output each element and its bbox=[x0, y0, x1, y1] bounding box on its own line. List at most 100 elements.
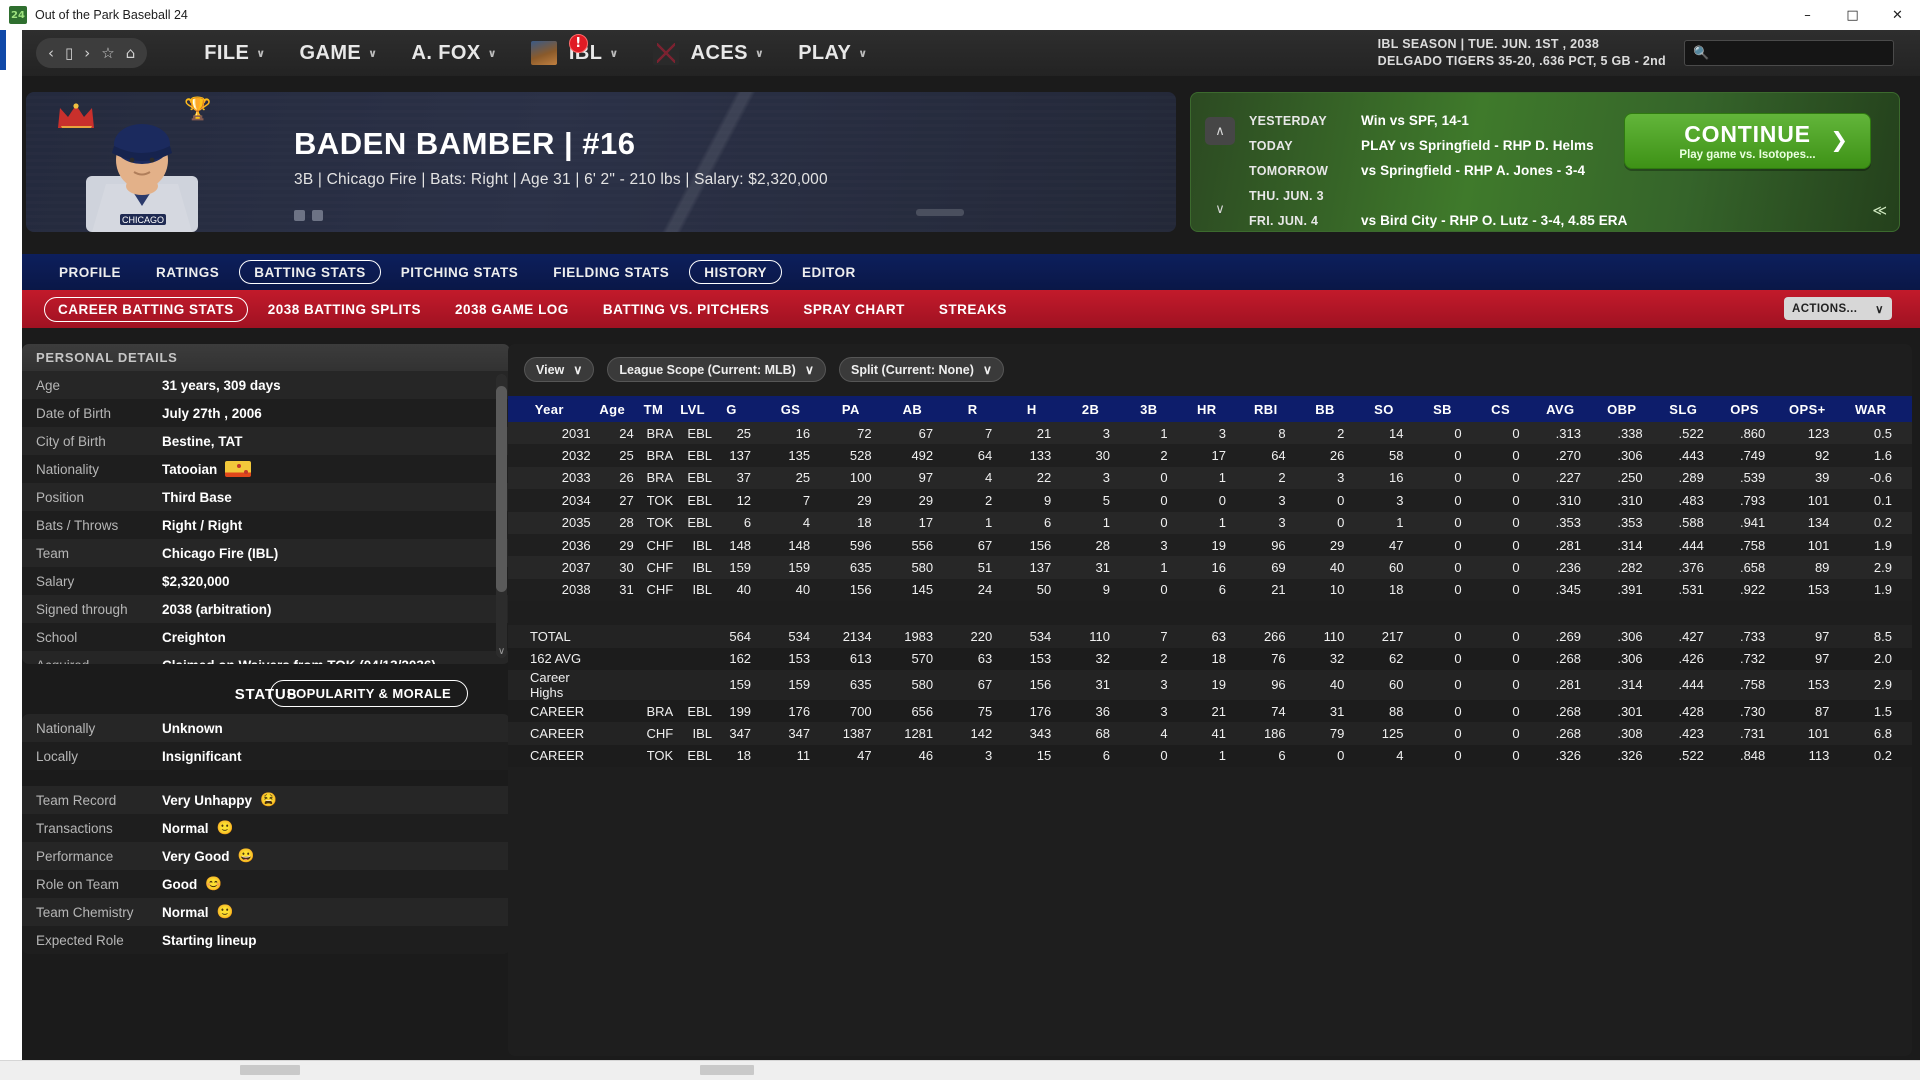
summary-cell: .268 bbox=[1539, 722, 1601, 745]
table-row[interactable]: 2033 26 BRA EBL 37 25 100 97 4 22 3 0 1 2 3 16 0 0 .227 .25… bbox=[508, 466, 1912, 490]
column-header-bb[interactable]: BB bbox=[1305, 396, 1365, 422]
schedule-row: TOMORROW vs Springfield - RHP A. Jones -… bbox=[1249, 158, 1628, 183]
personal-details-header: PERSONAL DETAILS bbox=[22, 344, 510, 371]
tab-fielding-stats[interactable]: FIELDING STATS bbox=[553, 264, 670, 280]
table-cell: 14 bbox=[1388, 425, 1404, 441]
column-header-lvl[interactable]: LVL bbox=[673, 396, 712, 422]
home-icon[interactable]: ⌂ bbox=[125, 44, 136, 62]
expand-icon[interactable]: ≪ bbox=[1872, 203, 1887, 219]
table-cell: 40 bbox=[1329, 560, 1345, 576]
table-cell: 156 bbox=[849, 582, 872, 598]
table-row[interactable]: 2034 27 TOK EBL 12 7 29 29 2 9 5 0 0 3 0 3 0 0.310.310.48… bbox=[508, 489, 1912, 512]
table-cell: IBL bbox=[692, 537, 712, 553]
column-header-3b[interactable]: 3B bbox=[1130, 396, 1188, 422]
column-header-h[interactable]: H bbox=[1012, 396, 1072, 422]
scrollbar-thumb[interactable] bbox=[496, 386, 507, 592]
summary-row[interactable]: CAREER TOK EBL 18 11 47 46 3 15 6 0 1 6 0 4 0 0.326.326.… bbox=[508, 744, 1912, 768]
tab-history[interactable]: HISTORY bbox=[689, 260, 783, 284]
table-row[interactable]: 2035 28 TOK EBL 6 4 18 17 1 6 1 0 1 3 0 1 0 0.353.353.588… bbox=[508, 511, 1912, 534]
column-header-obp[interactable]: OBP bbox=[1600, 396, 1663, 422]
column-header-rbi[interactable]: RBI bbox=[1245, 396, 1306, 422]
collapse-up-icon[interactable]: ∧ bbox=[1205, 117, 1235, 145]
column-header-cs[interactable]: CS bbox=[1481, 396, 1540, 422]
column-header-age[interactable]: Age bbox=[590, 396, 634, 422]
column-header-hr[interactable]: HR bbox=[1187, 396, 1246, 422]
tab-2038-game-log[interactable]: 2038 GAME LOG bbox=[455, 301, 569, 317]
scroll-down-icon[interactable]: ∨ bbox=[497, 646, 506, 657]
maximize-button[interactable]: □ bbox=[1846, 7, 1859, 23]
table-row[interactable]: 2036 29 CHF IBL 148 148 596 556 67 156 28 3 19 96 29 47… bbox=[508, 533, 1912, 557]
split-filter[interactable]: Split (Current: None) ∨ bbox=[838, 357, 1005, 382]
table-cell: 596 bbox=[849, 537, 872, 553]
minimize-button[interactable]: – bbox=[1804, 7, 1811, 23]
tab-editor[interactable]: EDITOR bbox=[802, 264, 856, 280]
tab-batting-vs-pitchers[interactable]: BATTING VS. PITCHERS bbox=[602, 301, 770, 317]
tab-pitching-stats[interactable]: PITCHING STATS bbox=[400, 264, 519, 280]
column-header-war[interactable]: WAR bbox=[1849, 396, 1912, 422]
table-cell: 0 bbox=[1160, 582, 1168, 598]
star-icon[interactable]: ☆ bbox=[101, 44, 115, 62]
view-filter[interactable]: View ∨ bbox=[524, 357, 595, 382]
column-header-2b[interactable]: 2B bbox=[1071, 396, 1130, 422]
summary-cell: 0 bbox=[1130, 744, 1188, 768]
summary-age bbox=[590, 744, 634, 768]
column-header-ops[interactable]: OPS bbox=[1723, 396, 1786, 422]
table-row[interactable]: 2037 30 CHF IBL 159 159 635 580 51 137 31 1 16 69 40 60… bbox=[508, 556, 1912, 579]
menu-ibl[interactable]: IBL ∨ ! bbox=[514, 30, 636, 76]
summary-row[interactable]: CAREER BRA EBL 199 176 700 656 75 176 36 3 21 74 31 88… bbox=[508, 699, 1912, 723]
menu-game[interactable]: GAME ∨ bbox=[283, 30, 395, 76]
close-button[interactable]: ✕ bbox=[1892, 7, 1903, 23]
menu-play[interactable]: PLAY ∨ bbox=[781, 30, 884, 76]
actions-button[interactable]: ACTIONS... ∨ bbox=[1784, 297, 1892, 320]
column-header-sb[interactable]: SB bbox=[1423, 396, 1482, 422]
column-header-ops[interactable]: OPS+ bbox=[1785, 396, 1850, 422]
detail-value-text: Third Base bbox=[162, 489, 232, 505]
collapse-down-icon[interactable]: ∨ bbox=[1215, 201, 1225, 217]
tab-spray-chart[interactable]: SPRAY CHART bbox=[803, 301, 905, 317]
column-header-slg[interactable]: SLG bbox=[1662, 396, 1724, 422]
table-cell: 10 bbox=[1329, 582, 1345, 598]
summary-row[interactable]: TOTAL 564 534 2134 1983 220 534 110 7 63 266 110 217… bbox=[508, 625, 1912, 648]
table-row[interactable]: 2032 25 BRA EBL 137 135 528 492 64 133 30 2 17 64 26 58… bbox=[508, 444, 1912, 467]
back-icon[interactable]: ‹ bbox=[48, 44, 54, 62]
continue-button[interactable]: CONTINUE Play game vs. Isotopes... ❯ bbox=[1624, 113, 1871, 169]
tab-2038-batting-splits[interactable]: 2038 BATTING SPLITS bbox=[267, 301, 422, 317]
forward-icon[interactable]: › bbox=[84, 44, 91, 62]
column-header-year[interactable]: Year bbox=[508, 396, 591, 422]
summary-row[interactable]: CAREER CHF IBL 347 347 1387 1281 142 343 68 4 41 186… bbox=[508, 722, 1912, 745]
tab-ratings[interactable]: RATINGS bbox=[156, 264, 220, 280]
tab-streaks[interactable]: STREAKS bbox=[938, 301, 1007, 317]
column-header-ab[interactable]: AB bbox=[891, 396, 954, 422]
column-header-tm[interactable]: TM bbox=[633, 396, 674, 422]
tab-batting-stats[interactable]: BATTING STATS bbox=[239, 260, 381, 284]
popularity-morale-button[interactable]: POPULARITY & MORALE bbox=[270, 680, 469, 707]
tab-profile[interactable]: PROFILE bbox=[59, 264, 122, 280]
menu-aces[interactable]: ACES ∨ bbox=[636, 30, 782, 76]
column-header-g[interactable]: G bbox=[711, 396, 772, 422]
photo-pager[interactable] bbox=[294, 210, 323, 221]
table-cell: 2035 bbox=[561, 515, 591, 531]
league-scope-filter[interactable]: League Scope (Current: MLB) ∨ bbox=[607, 357, 826, 382]
summary-row[interactable]: Career Highs 159 159 635 580 67 156 31 3 19 96 40 60… bbox=[508, 669, 1912, 700]
trophy-icon: 🏆 bbox=[184, 96, 212, 121]
alert-badge-icon[interactable]: ! bbox=[568, 34, 588, 53]
summary-row[interactable]: 162 AVG 162 153 613 570 63 153 32 2 18 76 32 62 0 0.26… bbox=[508, 647, 1912, 670]
page-icon[interactable]: ▯ bbox=[65, 44, 74, 62]
menu-file[interactable]: FILE ∨ bbox=[187, 30, 282, 76]
table-row[interactable]: 2038 31 CHF IBL 40 40 156 145 24 50 9 0 6 21 10 18 0 0 .34… bbox=[508, 578, 1912, 602]
table-cell: 1 bbox=[984, 515, 993, 531]
table-cell: .588 bbox=[1678, 515, 1704, 531]
tab-career-batting-stats[interactable]: CAREER BATTING STATS bbox=[44, 296, 248, 322]
table-cell: .270 bbox=[1555, 448, 1581, 464]
column-header-gs[interactable]: GS bbox=[771, 396, 831, 422]
summary-cell: 700 bbox=[830, 699, 892, 723]
menu-a-fox[interactable]: A. FOX ∨ bbox=[394, 30, 513, 76]
column-header-so[interactable]: SO bbox=[1364, 396, 1424, 422]
column-header-r[interactable]: R bbox=[953, 396, 1013, 422]
search-box[interactable]: 🔍 bbox=[1684, 40, 1894, 66]
detail-value: Bestine, TAT bbox=[162, 434, 243, 449]
column-header-pa[interactable]: PA bbox=[830, 396, 892, 422]
table-row[interactable]: 2031 24 BRA EBL 25 16 72 67 7 21 3 1 3 8 2 14 0 0 .313 .338… bbox=[508, 422, 1912, 445]
search-input[interactable] bbox=[1715, 46, 1885, 60]
column-header-avg[interactable]: AVG bbox=[1539, 396, 1601, 422]
